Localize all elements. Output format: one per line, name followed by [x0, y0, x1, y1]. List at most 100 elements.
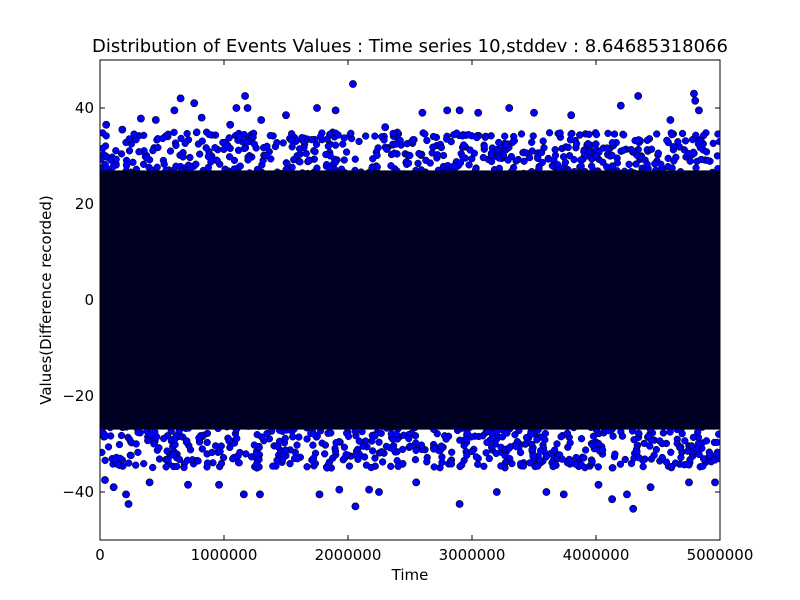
outlier-points	[101, 80, 719, 513]
data-point	[647, 145, 656, 153]
data-point	[667, 448, 675, 456]
data-point	[399, 431, 408, 439]
data-point	[604, 129, 612, 138]
outlier-point	[594, 480, 603, 489]
data-point	[549, 462, 557, 471]
data-point	[713, 438, 720, 446]
data-point	[184, 136, 193, 144]
data-point	[373, 151, 381, 160]
data-point	[456, 159, 465, 167]
outlier-point	[197, 113, 206, 122]
data-point	[281, 434, 289, 443]
data-point	[279, 139, 287, 147]
data-point	[699, 131, 708, 140]
data-point	[153, 163, 161, 171]
outlier-point	[492, 488, 501, 496]
y-tick-label: 40	[75, 99, 94, 117]
data-point	[263, 142, 271, 150]
outlier-point	[559, 490, 568, 499]
data-point	[699, 455, 708, 463]
outlier-point	[282, 111, 290, 120]
data-point	[375, 438, 383, 446]
data-point	[639, 462, 647, 471]
data-point	[340, 443, 349, 451]
data-point	[387, 162, 395, 170]
data-point	[123, 160, 131, 169]
data-point	[342, 148, 351, 156]
x-axis-label: Time	[391, 566, 429, 584]
data-point	[321, 450, 329, 458]
data-point	[686, 157, 694, 165]
data-point	[340, 156, 348, 164]
data-point	[662, 458, 671, 466]
data-point	[706, 451, 714, 459]
data-point	[487, 157, 496, 166]
data-point	[339, 140, 347, 148]
data-point	[288, 130, 296, 138]
data-point	[627, 146, 635, 154]
data-point	[501, 132, 509, 140]
data-point	[114, 461, 122, 469]
data-point	[347, 129, 355, 137]
data-point	[202, 144, 210, 152]
data-point	[594, 463, 602, 471]
data-point	[688, 136, 697, 144]
data-point	[266, 131, 275, 140]
data-point	[233, 434, 241, 443]
data-point	[290, 454, 299, 463]
outlier-point	[365, 485, 373, 494]
data-point	[702, 148, 711, 156]
data-point	[592, 152, 600, 160]
data-point	[149, 463, 157, 472]
data-point	[621, 455, 629, 464]
data-point	[225, 153, 234, 161]
data-point	[528, 138, 536, 146]
data-point	[359, 442, 367, 450]
data-point	[550, 446, 559, 454]
outlier-point	[243, 104, 252, 112]
data-point	[127, 451, 135, 460]
data-point	[390, 149, 399, 157]
data-point	[223, 142, 231, 150]
data-point	[383, 145, 391, 153]
data-point	[295, 145, 304, 153]
outlier-point	[443, 106, 452, 115]
data-point	[474, 460, 482, 468]
data-point	[163, 447, 171, 455]
data-point	[570, 155, 578, 164]
data-point	[146, 430, 155, 439]
data-point	[592, 130, 601, 139]
data-point	[198, 445, 206, 453]
data-point	[302, 149, 310, 158]
outlier-point	[695, 106, 703, 115]
data-point	[699, 462, 707, 470]
data-point	[433, 151, 442, 159]
data-point	[204, 163, 212, 172]
data-point	[351, 155, 359, 163]
data-point	[580, 454, 588, 462]
data-point	[482, 449, 490, 457]
outlier-point	[257, 116, 266, 124]
data-point	[139, 160, 148, 168]
data-point	[508, 459, 516, 468]
data-point	[663, 136, 671, 145]
data-point	[355, 137, 363, 146]
data-point	[659, 429, 668, 437]
data-point	[354, 455, 362, 463]
data-point	[389, 129, 397, 138]
data-point	[692, 164, 700, 172]
data-point	[627, 459, 636, 468]
outlier-point	[109, 483, 118, 492]
outlier-point	[313, 104, 321, 112]
data-point	[371, 132, 379, 140]
plot-area	[100, 80, 720, 513]
dense-point-band	[100, 170, 720, 430]
data-point	[287, 136, 296, 144]
data-point	[538, 158, 546, 167]
data-point	[132, 440, 140, 448]
data-point	[495, 154, 503, 162]
data-point	[675, 143, 684, 151]
outlier-point	[215, 480, 223, 489]
data-point	[558, 455, 566, 463]
data-point	[472, 453, 481, 461]
